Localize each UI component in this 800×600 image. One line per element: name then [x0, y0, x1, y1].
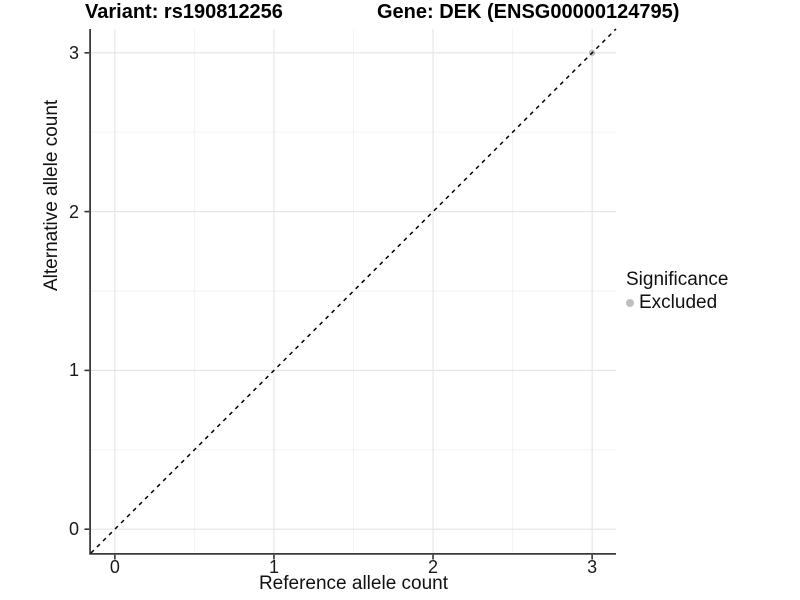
legend: Significance Excluded: [626, 269, 728, 313]
legend-item: Excluded: [626, 293, 728, 313]
legend-label: Excluded: [639, 292, 718, 313]
y-tick-label: 2: [68, 201, 79, 222]
chart-title-variant: Variant: rs190812256: [85, 1, 283, 23]
x-axis-title: Reference allele count: [258, 573, 449, 594]
x-tick-label: 2: [428, 557, 439, 577]
x-tick-label: 1: [268, 557, 279, 577]
x-tick-label: 3: [587, 557, 598, 577]
legend-title: Significance: [626, 269, 729, 290]
y-tick-label: 1: [68, 360, 79, 381]
legend-items: Excluded: [626, 293, 728, 313]
chart-title-gene: Gene: DEK (ENSG00000124795): [377, 1, 680, 23]
y-tick-label: 3: [68, 42, 79, 63]
x-tick-label: 0: [109, 557, 120, 577]
y-tick-label: 0: [68, 519, 79, 540]
legend-point-icon: [626, 299, 634, 307]
